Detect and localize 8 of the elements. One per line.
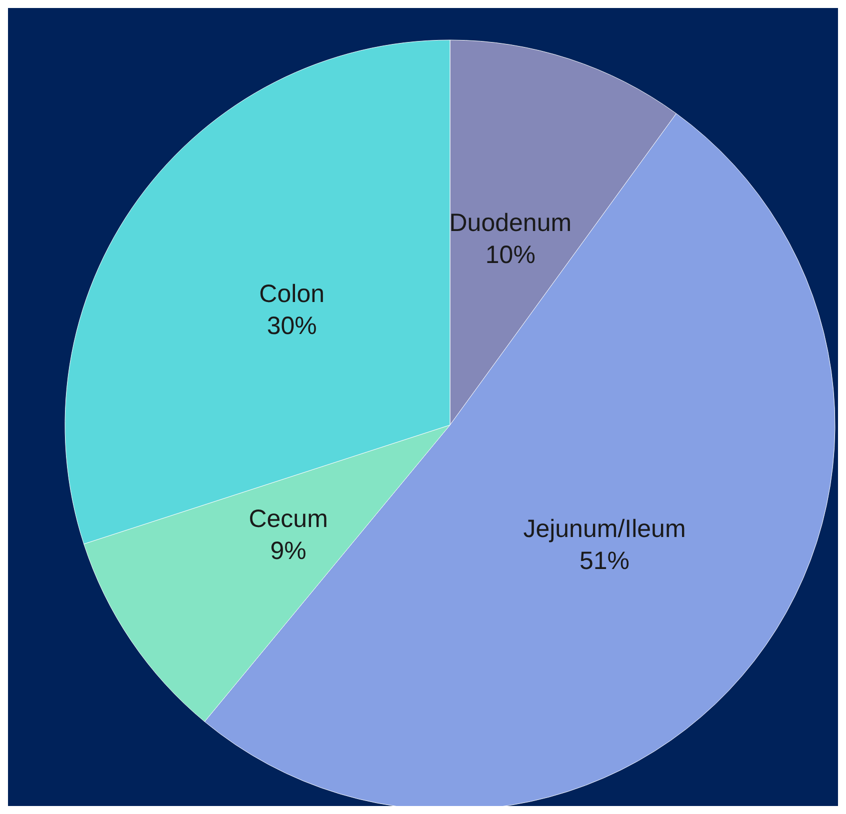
slice-label: Jejunum/Ileum	[523, 514, 686, 543]
data-label: 10%	[485, 241, 536, 270]
slice-label: Duodenum	[449, 209, 572, 238]
data-label: 51%	[579, 546, 630, 575]
slice-label: Cecum	[248, 504, 328, 533]
data-label: 9%	[270, 536, 306, 565]
slice-label: Colon	[259, 280, 324, 308]
data-label: 30%	[266, 312, 317, 340]
